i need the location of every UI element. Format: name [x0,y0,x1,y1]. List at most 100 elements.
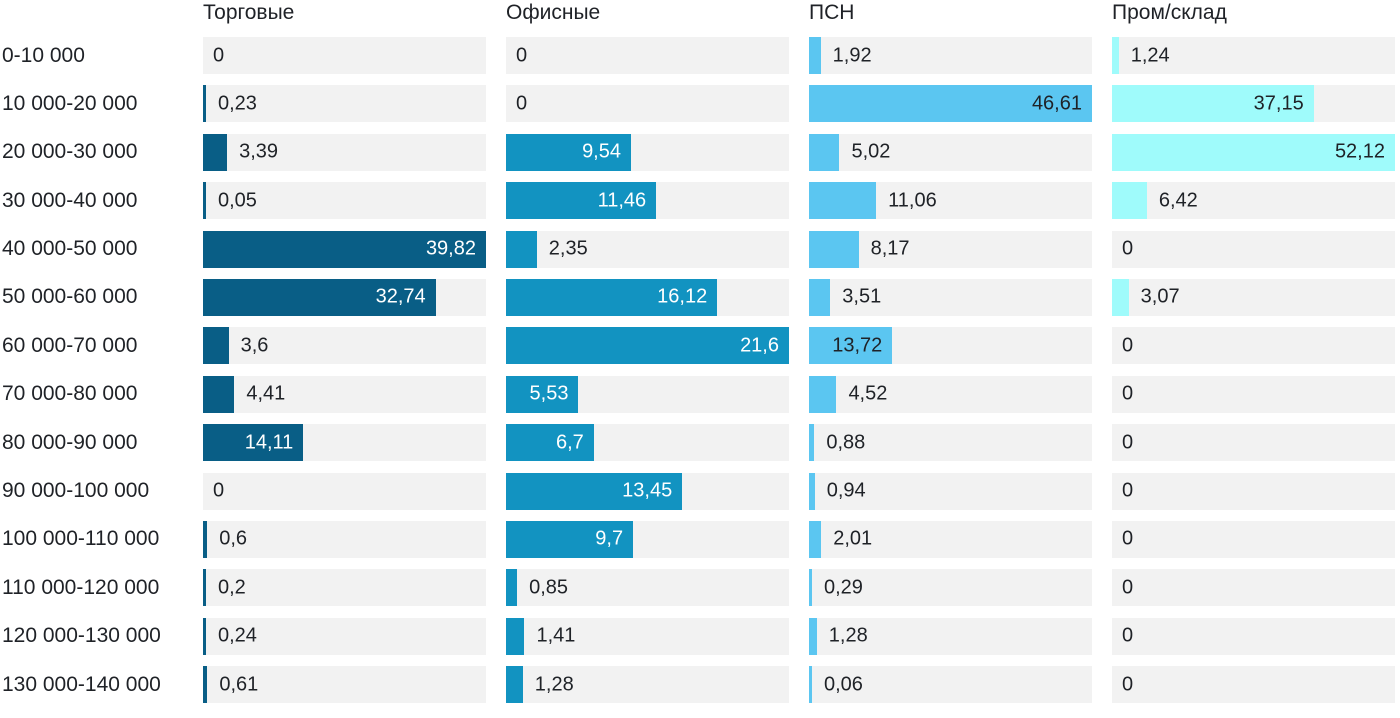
table-row: 40 000-50 000 39,82 2,35 8,17 0 [0,230,1400,268]
bar-track: 16,12 [506,278,789,316]
bar [506,569,518,607]
value-label: 4,52 [848,382,888,405]
bar-track: 0,94 [809,472,1092,510]
row-label: 10 000-20 000 [2,91,138,115]
bar [203,230,486,268]
bar [203,666,208,704]
value-label: 2,01 [833,527,873,550]
value-label: 1,28 [534,673,574,696]
value-label: 1,28 [828,624,868,647]
table-row: 100 000-110 000 0,6 9,7 2,01 0 [0,520,1400,558]
bar [506,182,657,220]
column-header-torgovye: Торговые [203,1,295,24]
bar [203,424,304,462]
bar [809,617,817,655]
bar [506,520,634,558]
value-label: 2,35 [548,237,588,260]
bar-track: 14,11 [203,424,486,462]
value-label: 3,07 [1140,285,1180,308]
value-label: 16,12 [657,285,708,308]
bar-track: 0 [1112,569,1395,607]
bar-track: 1,28 [809,617,1092,655]
bar-track: 13,72 [809,327,1092,365]
value-label: 0 [213,479,225,502]
table-row: 110 000-120 000 0,2 0,85 0,29 0 [0,569,1400,607]
bar-track: 0 [203,37,486,74]
bar-track: 8,17 [809,230,1092,268]
row-label: 70 000-80 000 [2,382,138,406]
bar [506,424,594,462]
column-header-ofisnye: Офисные [506,1,601,24]
bar-track: 0 [1112,327,1395,365]
value-label: 0,23 [218,92,257,115]
bar [809,327,893,365]
bar [506,278,718,316]
value-label: 0,85 [529,576,569,599]
value-label: 1,92 [832,44,872,66]
bar-track: 2,01 [809,520,1092,558]
bar-track: 9,7 [506,520,789,558]
bar-track: 1,92 [809,37,1092,74]
bar [203,327,229,365]
column-header-prom-sklad: Пром/склад [1112,1,1227,24]
value-label: 11,46 [597,189,647,212]
value-label: 0,29 [824,576,863,599]
value-label: 14,11 [244,431,294,454]
value-label: 0,06 [824,673,863,696]
bar [809,472,815,510]
bar-track: 37,15 [1112,85,1395,123]
bar-track: 4,41 [203,375,486,413]
bar-track: 0 [1112,424,1395,462]
value-label: 37,15 [1253,92,1304,115]
bar-track: 5,53 [506,375,789,413]
bar-track: 46,61 [809,85,1092,123]
value-label: 3,39 [239,140,279,163]
bar-track: 5,02 [809,133,1092,171]
row-label: 60 000-70 000 [2,333,138,357]
bar-track: 0,88 [809,424,1092,462]
value-label: 6,7 [555,431,584,454]
header-row: Торговые Офисные ПСН Пром/склад [0,0,1400,26]
value-label: 0,2 [218,576,246,599]
bar [506,472,683,510]
row-label: 40 000-50 000 [2,237,138,261]
bar-track: 13,45 [506,472,789,510]
value-label: 0 [516,92,528,115]
rows-container: 0-10 000 0 0 1,92 1,24 10 000-20 000 0,23 0 46,6… [0,37,1400,704]
value-label: 0 [1122,576,1134,599]
table-row: 120 000-130 000 0,24 1,41 1,28 0 [0,617,1400,655]
bar-track: 11,46 [506,182,789,220]
bar-track: 0 [1112,230,1395,268]
value-label: 1,41 [536,624,576,647]
bar [809,182,877,220]
value-label: 0 [1122,527,1134,550]
bar-track: 0 [1112,375,1395,413]
column-header-psn: ПСН [809,1,855,24]
bar-track: 6,42 [1112,182,1395,220]
row-label: 130 000-140 000 [2,672,161,696]
value-label: 8,17 [870,237,910,260]
bar-track: 6,7 [506,424,789,462]
bar-track: 0,6 [203,520,486,558]
value-label: 0,05 [218,189,257,212]
bar-track: 0,06 [809,666,1092,704]
bar-track: 3,39 [203,133,486,171]
bar-track: 0 [1112,666,1395,704]
bar [203,375,235,413]
bar-track: 52,12 [1112,133,1395,171]
value-label: 0 [1122,673,1134,696]
value-label: 0,88 [826,431,866,454]
bar-track: 0,29 [809,569,1092,607]
value-label: 6,42 [1158,189,1198,212]
table-row: 130 000-140 000 0,61 1,28 0,06 0 [0,666,1400,704]
value-label: 5,53 [529,382,569,405]
bar [203,182,206,220]
bar [1112,278,1129,316]
bar [809,520,822,558]
bar-track: 0,2 [203,569,486,607]
value-label: 11,06 [888,189,937,212]
bar-track: 0 [203,472,486,510]
bar [809,569,812,607]
table-row: 20 000-30 000 3,39 9,54 5,02 52,12 [0,133,1400,171]
